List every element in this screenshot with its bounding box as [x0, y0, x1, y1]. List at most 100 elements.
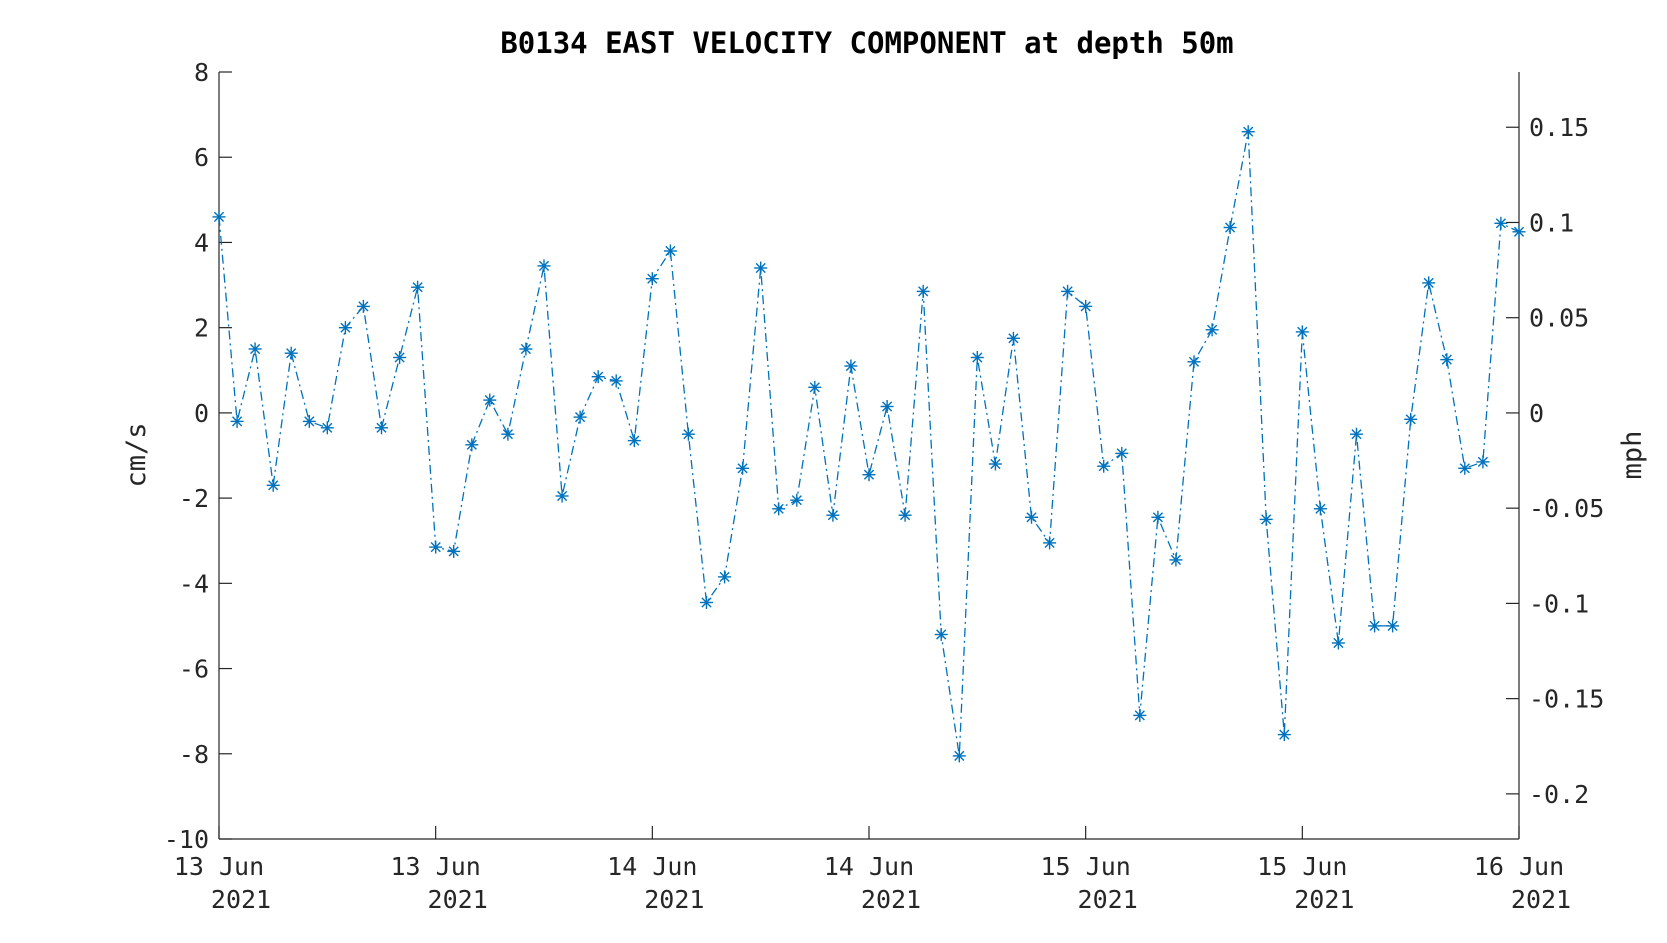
data-point-marker: [1277, 728, 1291, 742]
data-point-marker: [1241, 125, 1255, 139]
data-point-marker: [356, 299, 370, 313]
data-point-marker: [447, 544, 461, 558]
data-point-marker: [212, 210, 226, 224]
data-point-marker: [573, 410, 587, 424]
data-point-marker: [501, 427, 515, 441]
data-point-marker: [1494, 216, 1508, 230]
right-y-tick-label: 0.05: [1529, 304, 1589, 333]
data-point-marker: [519, 342, 533, 356]
data-point-marker: [826, 508, 840, 522]
data-point-marker: [1386, 619, 1400, 633]
data-point-marker: [754, 261, 768, 275]
data-point-marker: [862, 468, 876, 482]
data-point-marker: [1295, 325, 1309, 339]
data-point-marker: [465, 438, 479, 452]
data-point-marker: [916, 284, 930, 298]
data-point-marker: [338, 321, 352, 335]
series-group: [212, 125, 1526, 763]
data-point-marker: [898, 508, 912, 522]
data-point-marker: [844, 359, 858, 373]
data-point-marker: [1006, 331, 1020, 345]
data-point-marker: [1133, 708, 1147, 722]
data-point-marker: [1422, 276, 1436, 290]
left-y-tick-label: -6: [179, 655, 209, 684]
data-point-marker: [1061, 284, 1075, 298]
data-point-marker: [1259, 512, 1273, 526]
data-point-marker: [627, 434, 641, 448]
data-point-marker: [1151, 510, 1165, 524]
right-y-tick-label: -0.15: [1529, 685, 1604, 714]
chart-title: B0134 EAST VELOCITY COMPONENT at depth 5…: [500, 26, 1233, 60]
data-point-marker: [772, 502, 786, 516]
x-tick-label-year: 2021: [211, 885, 271, 914]
data-point-marker: [1205, 323, 1219, 337]
data-point-marker: [736, 461, 750, 475]
data-point-marker: [1025, 510, 1038, 524]
data-point-marker: [1115, 446, 1129, 460]
data-point-marker: [790, 493, 804, 507]
data-point-marker: [555, 489, 569, 503]
data-point-marker: [880, 400, 894, 413]
x-ticks: 13 Jun 2021 13 Jun 2021 14 Jun 2021 14 Jun 2021…: [174, 826, 1571, 914]
left-y-tick-label: -4: [179, 569, 209, 598]
x-tick-label-year: 2021: [1511, 885, 1571, 914]
right-y-tick-label: -0.1: [1529, 589, 1589, 618]
data-point-marker: [645, 272, 659, 286]
left-y-tick-label: 0: [194, 399, 209, 428]
left-y-tick-label: 6: [194, 143, 209, 172]
x-tick-label-year: 2021: [1294, 885, 1354, 914]
data-point-marker: [1097, 459, 1111, 473]
right-y-tick-label: -0.05: [1529, 494, 1604, 523]
data-point-marker: [230, 414, 244, 428]
data-point-marker: [1331, 636, 1345, 650]
x-tick-label-date: 15 Jun: [1041, 852, 1131, 881]
data-point-marker: [952, 749, 966, 763]
x-tick-label-date: 14 Jun: [607, 852, 697, 881]
data-point-marker: [248, 342, 262, 356]
x-tick-label-date: 15 Jun: [1257, 852, 1347, 881]
data-point-marker: [934, 628, 948, 641]
data-point-marker: [663, 244, 677, 258]
right-y-tick-label: 0: [1529, 399, 1544, 428]
x-tick-label-date: 13 Jun: [391, 852, 481, 881]
right-y-tick-label: -0.2: [1529, 780, 1589, 809]
data-point-marker: [1350, 427, 1363, 441]
data-point-marker: [808, 380, 822, 394]
data-point-marker: [1368, 619, 1382, 633]
x-tick-label-year: 2021: [1078, 885, 1138, 914]
series-line: [218, 131, 1520, 756]
data-point-marker: [1476, 455, 1490, 469]
y-axis-label-left: cm/s: [121, 422, 152, 487]
data-point-marker: [302, 414, 316, 428]
data-point-marker: [1512, 225, 1526, 239]
data-point-marker: [429, 540, 443, 554]
data-point-marker: [483, 393, 497, 407]
data-point-marker: [393, 351, 407, 364]
data-point-marker: [1079, 299, 1093, 313]
data-point-marker: [970, 351, 984, 364]
left-y-tick-label: 2: [194, 314, 209, 343]
data-point-marker: [1440, 353, 1454, 367]
left-y-tick-label: 8: [194, 58, 209, 87]
data-point-marker: [537, 259, 551, 273]
data-point-marker: [1404, 412, 1418, 426]
data-point-marker: [1313, 502, 1327, 516]
data-point-marker: [1223, 221, 1237, 234]
data-point-marker: [718, 570, 732, 584]
left-y-ticks: -10 -8 -6 -4 -2 0 2 4 6 8: [164, 58, 232, 854]
data-point-marker: [411, 280, 425, 294]
x-tick-label-date: 16 Jun: [1474, 852, 1564, 881]
data-point-marker: [1169, 553, 1183, 567]
data-point-marker: [1043, 536, 1057, 550]
data-point-marker: [1458, 461, 1472, 475]
x-tick-label-date: 14 Jun: [824, 852, 914, 881]
data-point-marker: [320, 421, 334, 435]
data-point-marker: [266, 478, 280, 492]
left-y-tick-label: -8: [179, 740, 209, 769]
left-y-tick-label: 4: [194, 228, 209, 257]
data-point-marker: [284, 346, 298, 360]
x-tick-label-year: 2021: [861, 885, 921, 914]
data-point-marker: [375, 421, 388, 435]
